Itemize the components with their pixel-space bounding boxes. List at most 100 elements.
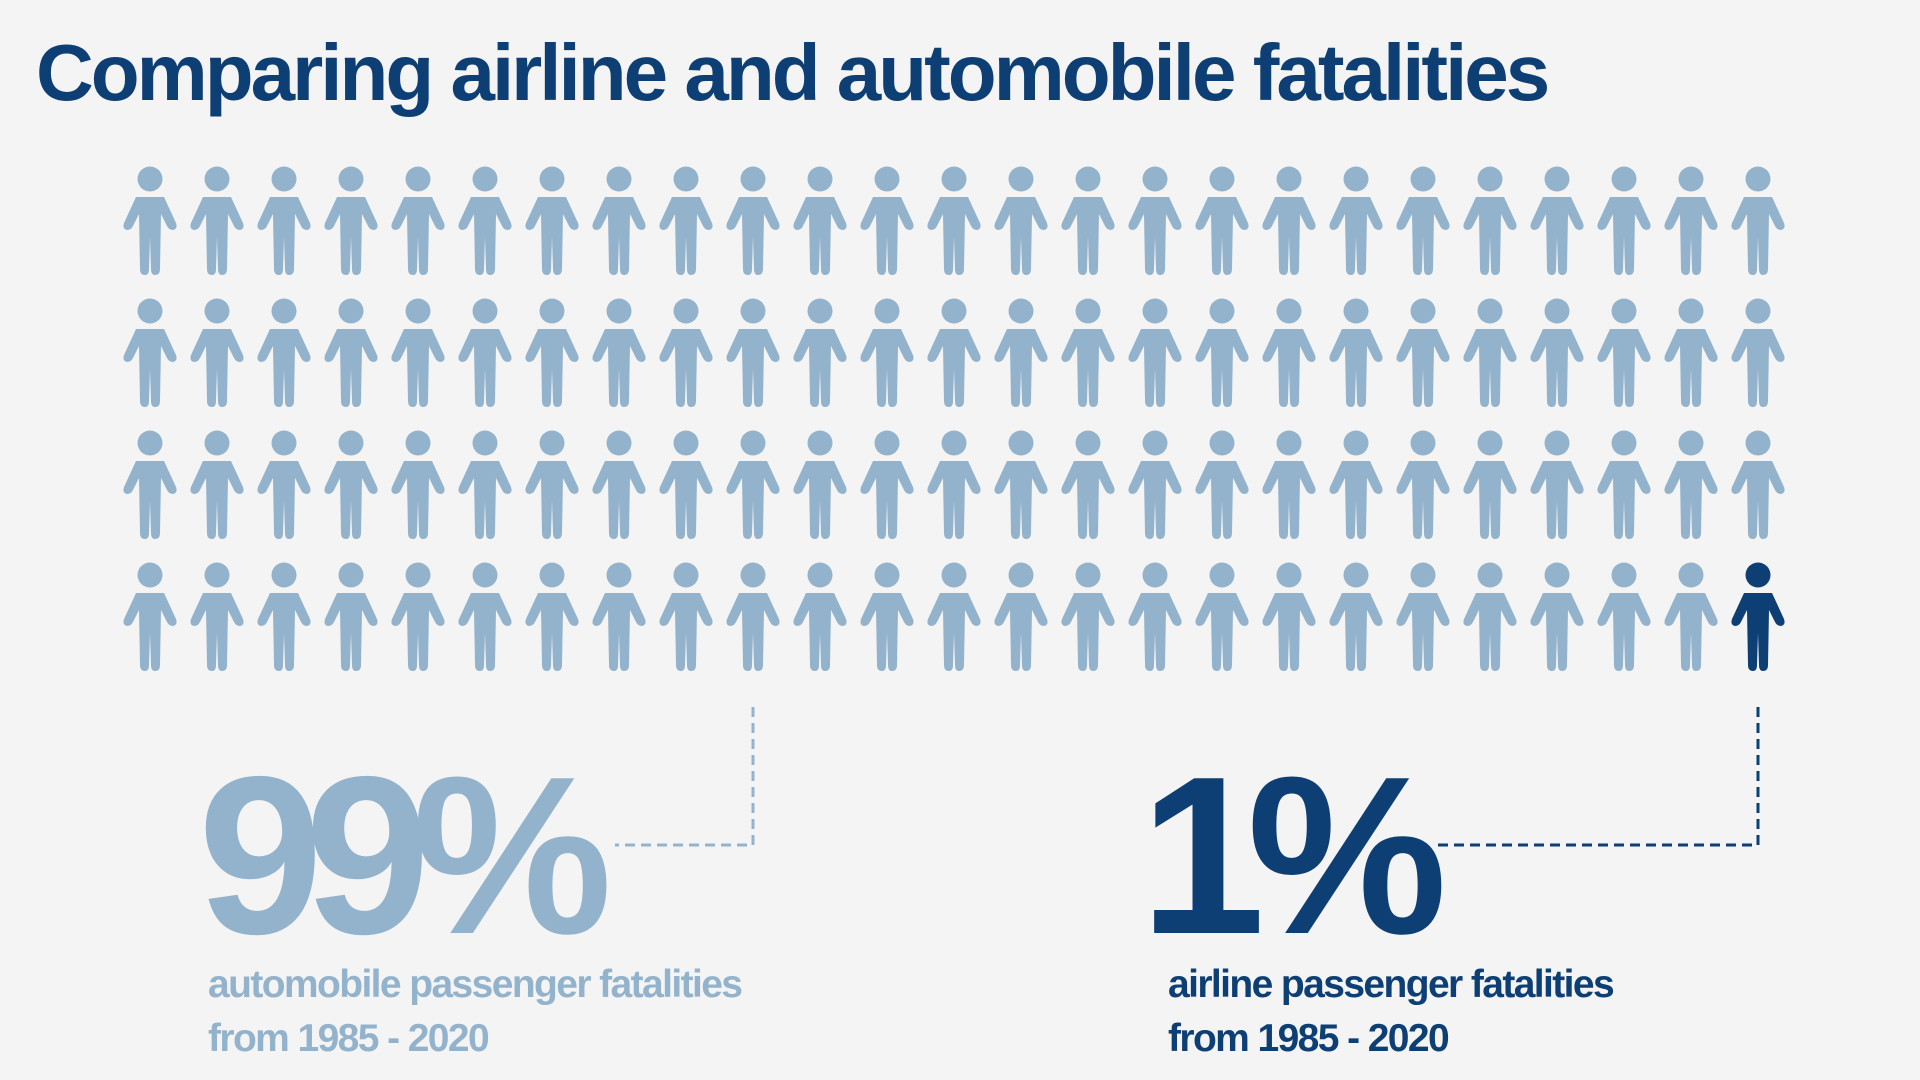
person-icon <box>927 166 981 275</box>
person-icon <box>190 562 244 671</box>
person-icon <box>994 562 1048 671</box>
person-icon <box>1597 298 1651 407</box>
person-icon <box>994 430 1048 539</box>
person-icon <box>525 298 579 407</box>
person-icon <box>1463 430 1517 539</box>
person-icon <box>860 166 914 275</box>
automobile-caption: automobile passenger fatalities from 198… <box>208 958 743 1066</box>
person-icon <box>659 298 713 407</box>
person-icon <box>927 562 981 671</box>
person-icon <box>1463 562 1517 671</box>
person-icon <box>927 298 981 407</box>
person-icon <box>257 298 311 407</box>
person-icon <box>1262 562 1316 671</box>
person-icon <box>1530 562 1584 671</box>
person-icon <box>1530 298 1584 407</box>
person-icon <box>860 562 914 671</box>
person-icon <box>190 430 244 539</box>
person-icon <box>1262 298 1316 407</box>
person-icon <box>1664 430 1718 539</box>
person-icon <box>592 298 646 407</box>
person-icon <box>793 562 847 671</box>
person-icon <box>458 562 512 671</box>
person-icon <box>793 166 847 275</box>
person-icon <box>659 430 713 539</box>
person-icon <box>1664 298 1718 407</box>
automobile-caption-line-2: from 1985 - 2020 <box>208 1017 490 1060</box>
person-icon <box>1530 430 1584 539</box>
person-icon <box>994 166 1048 275</box>
person-icon <box>1195 430 1249 539</box>
person-icon <box>123 298 177 407</box>
person-icon <box>1128 166 1182 275</box>
person-icon <box>257 430 311 539</box>
person-icon <box>324 430 378 539</box>
person-icon <box>860 430 914 539</box>
person-icon <box>324 562 378 671</box>
person-icon <box>793 430 847 539</box>
person-icon <box>1061 562 1115 671</box>
airline-connector-line <box>1432 707 1760 847</box>
person-icon <box>1262 166 1316 275</box>
person-icon <box>1061 166 1115 275</box>
person-icon <box>1664 166 1718 275</box>
person-icon <box>1329 562 1383 671</box>
person-icon <box>1061 430 1115 539</box>
person-icon <box>123 166 177 275</box>
person-icon <box>1463 166 1517 275</box>
person-icon <box>927 430 981 539</box>
person-icon <box>257 166 311 275</box>
person-icon <box>1597 166 1651 275</box>
person-icon <box>1396 166 1450 275</box>
person-icon <box>123 430 177 539</box>
person-icon <box>1329 166 1383 275</box>
person-icon <box>525 430 579 539</box>
person-icon <box>190 166 244 275</box>
person-icon <box>391 562 445 671</box>
automobile-percent: 99% <box>198 729 612 981</box>
person-icon <box>726 562 780 671</box>
person-icon <box>659 166 713 275</box>
person-icon <box>1061 298 1115 407</box>
person-icon <box>1128 430 1182 539</box>
airline-percent: 1% <box>1140 729 1447 981</box>
person-icon <box>525 562 579 671</box>
airline-caption: airline passenger fatalities from 1985 -… <box>1168 958 1615 1066</box>
person-icon <box>391 430 445 539</box>
person-icon <box>324 298 378 407</box>
person-icon <box>1195 298 1249 407</box>
person-icon <box>1195 166 1249 275</box>
person-icon <box>1597 430 1651 539</box>
person-icon <box>793 298 847 407</box>
person-icon <box>592 562 646 671</box>
person-icon <box>1731 166 1785 275</box>
person-icon <box>458 298 512 407</box>
person-icon <box>190 298 244 407</box>
person-icon <box>123 562 177 671</box>
person-icon <box>994 298 1048 407</box>
person-icon <box>1396 430 1450 539</box>
person-icon <box>1329 430 1383 539</box>
person-icon-airline <box>1731 562 1785 671</box>
person-icon <box>592 166 646 275</box>
person-icon <box>1329 298 1383 407</box>
person-icon <box>257 562 311 671</box>
airline-caption-line-2: from 1985 - 2020 <box>1168 1017 1450 1060</box>
person-icon <box>659 562 713 671</box>
person-icon <box>1396 562 1450 671</box>
person-icon <box>458 166 512 275</box>
person-icon <box>860 298 914 407</box>
automobile-caption-line-1: automobile passenger fatalities <box>208 963 743 1006</box>
page-title: Comparing airline and automobile fatalit… <box>36 28 1550 117</box>
person-icon <box>1128 298 1182 407</box>
person-icon <box>324 166 378 275</box>
person-icon <box>1128 562 1182 671</box>
person-icon <box>1262 430 1316 539</box>
person-icon <box>391 166 445 275</box>
person-icon <box>1463 298 1517 407</box>
person-icon <box>1195 562 1249 671</box>
person-icon <box>726 166 780 275</box>
person-icon <box>1731 298 1785 407</box>
person-icon <box>1396 298 1450 407</box>
